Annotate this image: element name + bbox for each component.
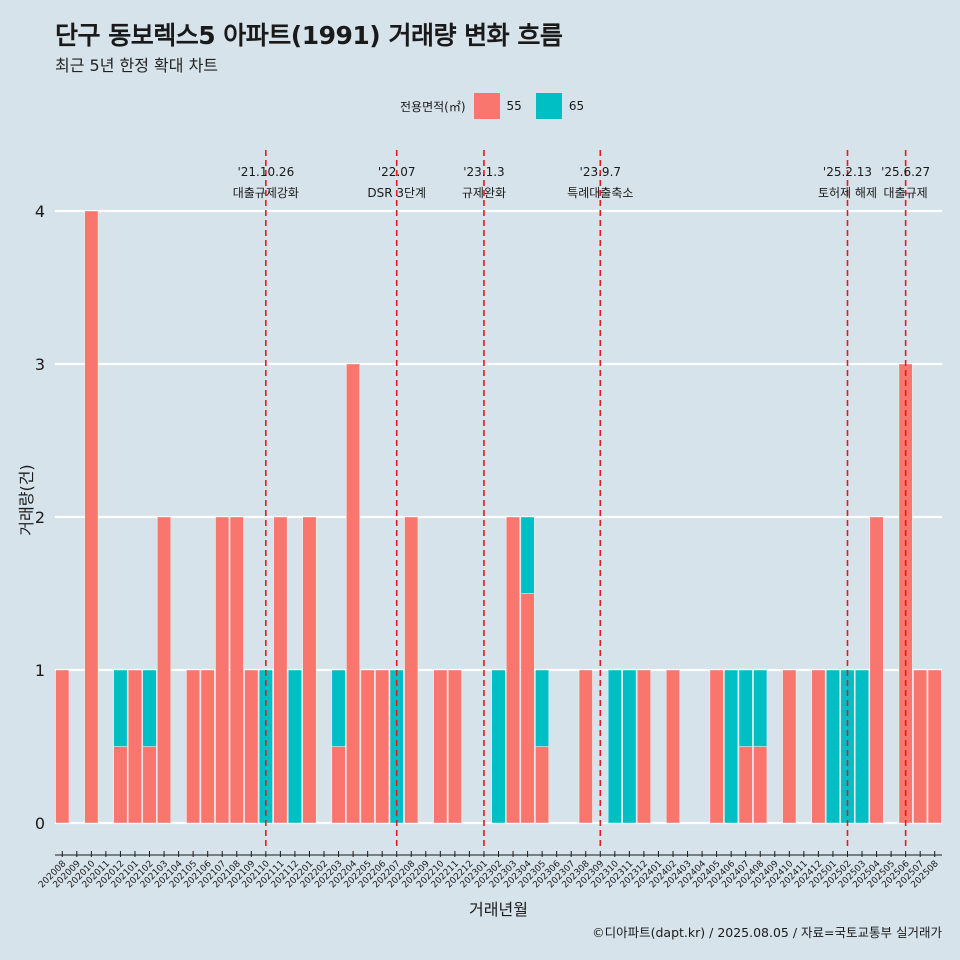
bar-55-202205 <box>360 669 375 824</box>
y-tick-label-2: 2 <box>35 508 45 527</box>
chart-title: 단구 동보렉스5 아파트(1991) 거래량 변화 흐름 <box>55 21 563 50</box>
legend-title: 전용면적(㎡) <box>400 99 466 114</box>
bar-55-202103 <box>157 516 171 824</box>
event-label-2: 규제완화 <box>462 186 506 200</box>
legend: 전용면적(㎡) 55 65 <box>400 93 598 119</box>
bar-55-202410 <box>782 669 797 824</box>
bar-65-202501 <box>826 669 840 824</box>
bar-65-202203 <box>331 669 346 747</box>
bar-55-202010 <box>84 210 99 824</box>
bar-55-202201 <box>302 516 317 824</box>
legend-item-65: 65 <box>535 93 585 119</box>
event-date-0: '21.10.26 <box>237 165 294 179</box>
bar-65-202406 <box>724 669 739 824</box>
bar-55-202102 <box>142 746 157 824</box>
legend-label-65: 65 <box>568 99 585 113</box>
bar-55-202211 <box>447 669 462 824</box>
bar-55-202412 <box>811 669 826 824</box>
event-date-4: '25.2.13 <box>823 165 872 179</box>
bar-55-202101 <box>128 669 142 824</box>
event-date-1: '22.07 <box>378 165 416 179</box>
bar-55-202111 <box>273 516 288 824</box>
event-label-4: 토허제 해제 <box>818 186 877 200</box>
y-tick-label-4: 4 <box>35 202 45 221</box>
bar-65-202112 <box>288 669 302 824</box>
y-tick-label-0: 0 <box>35 814 45 833</box>
bar-55-202408 <box>753 746 768 824</box>
bar-55-202210 <box>433 669 448 824</box>
bar-65-202302 <box>491 669 506 824</box>
bar-55-202203 <box>331 746 346 824</box>
bar-55-202507 <box>913 669 928 824</box>
y-tick-label-3: 3 <box>35 355 45 374</box>
y-tick-label-1: 1 <box>35 661 45 680</box>
bar-65-202503 <box>855 669 869 824</box>
bar-55-202308 <box>578 669 593 824</box>
y-axis-title: 거래량(건) <box>17 464 36 535</box>
event-date-5: '25.6.27 <box>881 165 930 179</box>
legend-swatch-55 <box>473 93 500 119</box>
source-caption: ©디아파트(dapt.kr) / 2025.08.05 / 자료=국토교통부 실… <box>592 925 942 940</box>
bar-65-202102 <box>142 669 157 747</box>
bar-55-202012 <box>113 746 128 824</box>
bar-65-202408 <box>753 669 768 747</box>
bar-55-202108 <box>229 516 244 824</box>
bar-55-202407 <box>738 746 753 824</box>
legend-item-55: 55 <box>473 93 522 119</box>
bar-55-202402 <box>666 669 680 824</box>
event-label-1: DSR 3단계 <box>367 186 426 200</box>
event-label-5: 대출규제 <box>884 186 928 200</box>
event-label-0: 대출규제강화 <box>233 186 299 200</box>
bar-65-202012 <box>113 669 128 747</box>
chart-subtitle: 최근 5년 한정 확대 차트 <box>55 56 219 75</box>
bar-65-202310 <box>607 669 622 824</box>
bar-55-202405 <box>709 669 724 824</box>
bar-55-202303 <box>506 516 520 824</box>
bar-55-202208 <box>404 516 419 824</box>
bar-55-202008 <box>55 669 70 824</box>
bar-55-202109 <box>244 669 259 824</box>
bar-55-202206 <box>375 669 390 824</box>
x-axis-title: 거래년월 <box>469 900 528 919</box>
legend-swatch-65 <box>535 93 562 119</box>
bar-55-202504 <box>869 516 884 824</box>
bar-55-202312 <box>637 669 651 824</box>
bar-55-202107 <box>215 516 230 824</box>
bar-55-202508 <box>927 669 942 824</box>
legend-label-55: 55 <box>506 99 522 113</box>
event-date-2: '23.1.3 <box>463 165 504 179</box>
bar-55-202304 <box>520 593 535 824</box>
event-date-3: '23.9.7 <box>580 165 621 179</box>
bar-65-202305 <box>535 669 550 747</box>
bar-65-202304 <box>520 516 535 594</box>
bar-65-202407 <box>738 669 753 747</box>
bar-55-202105 <box>186 669 201 824</box>
bar-55-202204 <box>346 363 360 824</box>
event-label-3: 특례대출축소 <box>567 186 633 200</box>
bar-65-202311 <box>622 669 637 824</box>
bar-55-202305 <box>535 746 550 824</box>
bar-55-202106 <box>200 669 215 824</box>
